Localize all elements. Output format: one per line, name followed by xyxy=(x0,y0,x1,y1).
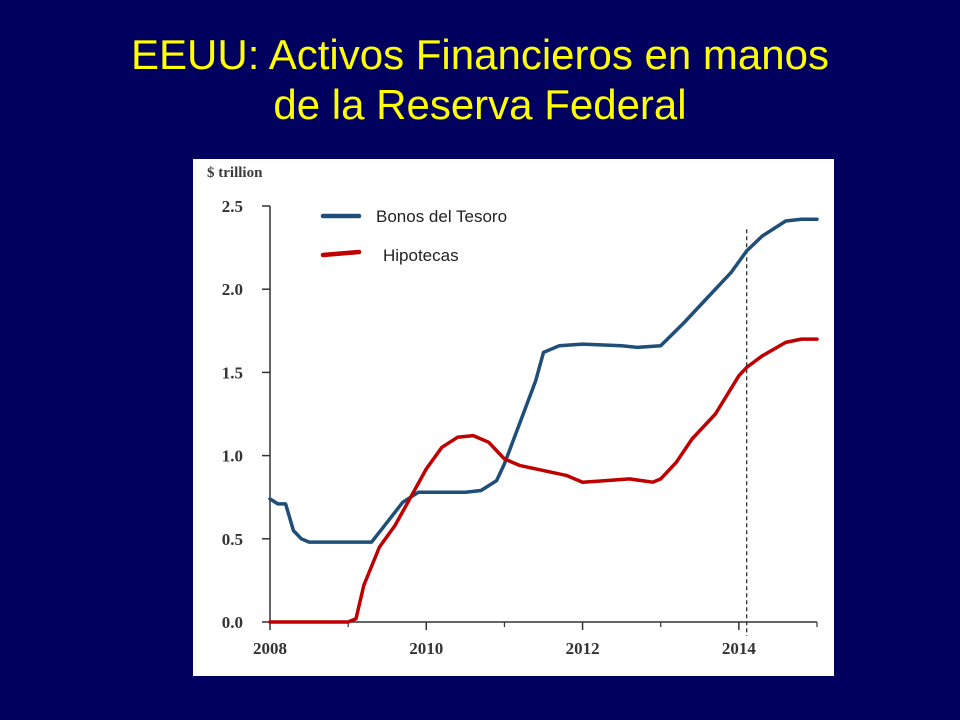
series-line-bonos-del-tesoro xyxy=(268,217,819,544)
x-tick-label: 2012 xyxy=(566,639,600,658)
x-tick-label: 2014 xyxy=(722,639,757,658)
slide-title: EEUU: Activos Financieros en manos de la… xyxy=(0,30,960,130)
legend-label: Hipotecas xyxy=(383,246,459,265)
chart-panel: $ trillion 0.0 0.5 1.0 1.5 2.0 2.5 2008 2010 201… xyxy=(193,159,834,676)
y-tick-label: 1.0 xyxy=(222,447,243,466)
y-tick-label: 2.0 xyxy=(222,280,243,299)
y-tick-label: 0.0 xyxy=(222,613,243,632)
legend-swatch xyxy=(320,249,362,258)
y-unit-label: $ trillion xyxy=(207,165,263,181)
y-tick-label: 0.5 xyxy=(222,530,243,549)
axes: 0.0 0.5 1.0 1.5 2.0 2.5 2008 2010 2012 2014 xyxy=(222,197,818,658)
legend: Bonos del Tesoro Hipotecas xyxy=(320,207,507,265)
slide-title-line-2: de la Reserva Federal xyxy=(273,81,687,128)
legend-label: Bonos del Tesoro xyxy=(376,207,507,226)
y-tick-label: 2.5 xyxy=(222,197,243,216)
x-tick-label: 2010 xyxy=(409,639,443,658)
series-line-hipotecas xyxy=(268,337,819,624)
line-chart: $ trillion 0.0 0.5 1.0 1.5 2.0 2.5 2008 2010 201… xyxy=(207,165,819,658)
slide-title-line-1: EEUU: Activos Financieros en manos xyxy=(131,31,829,78)
y-tick-label: 1.5 xyxy=(222,363,243,382)
plot-area xyxy=(268,217,819,636)
x-tick-label: 2008 xyxy=(253,639,287,658)
